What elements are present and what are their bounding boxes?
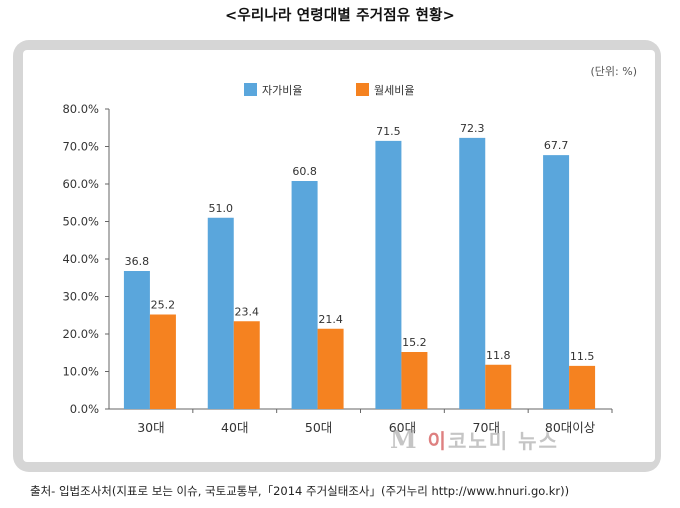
unit-note: (단위: %): [591, 65, 637, 78]
bar-own: [123, 271, 150, 409]
y-tick-label: 40.0%: [62, 252, 99, 266]
data-label: 11.5: [570, 350, 595, 363]
legend-swatch: [356, 83, 369, 96]
watermark-logo: M 이코노미 뉴스: [390, 425, 559, 454]
y-tick-label: 0.0%: [70, 402, 99, 416]
x-tick-label: 30대: [137, 420, 164, 435]
bar-monthly-rent: [401, 352, 428, 409]
y-tick-label: 50.0%: [62, 215, 99, 229]
data-label: 72.3: [460, 122, 485, 135]
bar-own: [207, 217, 234, 409]
x-tick-label: 70대: [473, 420, 500, 435]
data-label: 71.5: [376, 125, 401, 138]
data-label: 25.2: [151, 299, 176, 312]
data-label: 67.7: [544, 139, 569, 152]
bar-monthly-rent: [317, 328, 344, 409]
x-tick-label: 60대: [389, 420, 416, 435]
y-tick-label: 30.0%: [62, 290, 99, 304]
y-tick-label: 80.0%: [62, 102, 99, 116]
data-label: 60.8: [292, 165, 317, 178]
data-label: 51.0: [209, 202, 234, 215]
data-label: 36.8: [125, 255, 150, 268]
data-label: 23.4: [235, 305, 260, 318]
bar-own: [543, 155, 570, 409]
bar-monthly-rent: [485, 364, 512, 409]
bar-monthly-rent: [149, 314, 176, 409]
x-tick-label: 40대: [221, 420, 248, 435]
chart-title: <우리나라 연령대별 주거점유 현황>: [224, 8, 455, 24]
bar-own: [375, 140, 402, 409]
data-label: 21.4: [318, 313, 343, 326]
bar-monthly-rent: [233, 321, 260, 409]
legend-label: 월세비율: [374, 84, 414, 97]
data-label: 15.2: [402, 336, 427, 349]
x-tick-label: 50대: [305, 420, 332, 435]
bar-own: [459, 137, 486, 409]
legend-swatch: [244, 83, 257, 96]
bar-own: [291, 181, 318, 409]
data-label: 11.8: [486, 349, 511, 362]
y-tick-label: 10.0%: [62, 365, 99, 379]
legend-label: 자가비율: [262, 84, 302, 97]
x-tick-label: 80대이상: [545, 420, 596, 435]
y-tick-label: 60.0%: [62, 177, 99, 191]
source-footer: 출처- 입법조사처(지표로 보는 이슈, 국토교통부,「2014 주거실태조사」…: [30, 484, 570, 498]
y-tick-label: 20.0%: [62, 327, 99, 341]
bar-monthly-rent: [569, 365, 596, 409]
y-tick-label: 70.0%: [62, 140, 99, 154]
